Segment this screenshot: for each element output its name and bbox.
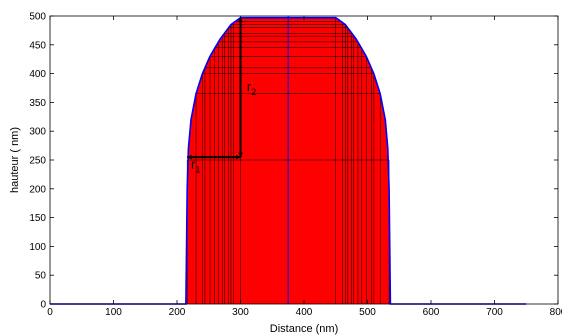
x-tick-label: 400	[296, 307, 313, 318]
y-tick-label: 100	[29, 242, 46, 253]
y-tick-label: 500	[29, 12, 46, 23]
y-tick-label: 50	[35, 271, 47, 282]
x-tick-label: 700	[486, 307, 503, 318]
y-tick-label: 400	[29, 69, 46, 80]
y-tick-label: 300	[29, 127, 46, 138]
y-tick-label: 250	[29, 156, 46, 167]
radius-label-subscript: 1	[195, 165, 200, 175]
y-tick-label: 0	[40, 300, 46, 311]
y-tick-label: 200	[29, 184, 46, 195]
x-tick-label: 800	[550, 307, 562, 318]
x-axis-title: Distance (nm)	[270, 323, 338, 335]
x-tick-label: 0	[47, 307, 53, 318]
radius-label-subscript: 2	[251, 87, 256, 97]
x-tick-label: 200	[169, 307, 186, 318]
y-tick-label: 150	[29, 213, 46, 224]
x-tick-label: 600	[423, 307, 440, 318]
x-tick-label: 500	[359, 307, 376, 318]
y-tick-label: 450	[29, 40, 46, 51]
x-tick-label: 100	[105, 307, 122, 318]
x-tick-label: 300	[232, 307, 249, 318]
plot-body	[50, 16, 526, 304]
y-axis-title: hauteur ( nm)	[9, 127, 21, 193]
y-tick-label: 350	[29, 98, 46, 109]
